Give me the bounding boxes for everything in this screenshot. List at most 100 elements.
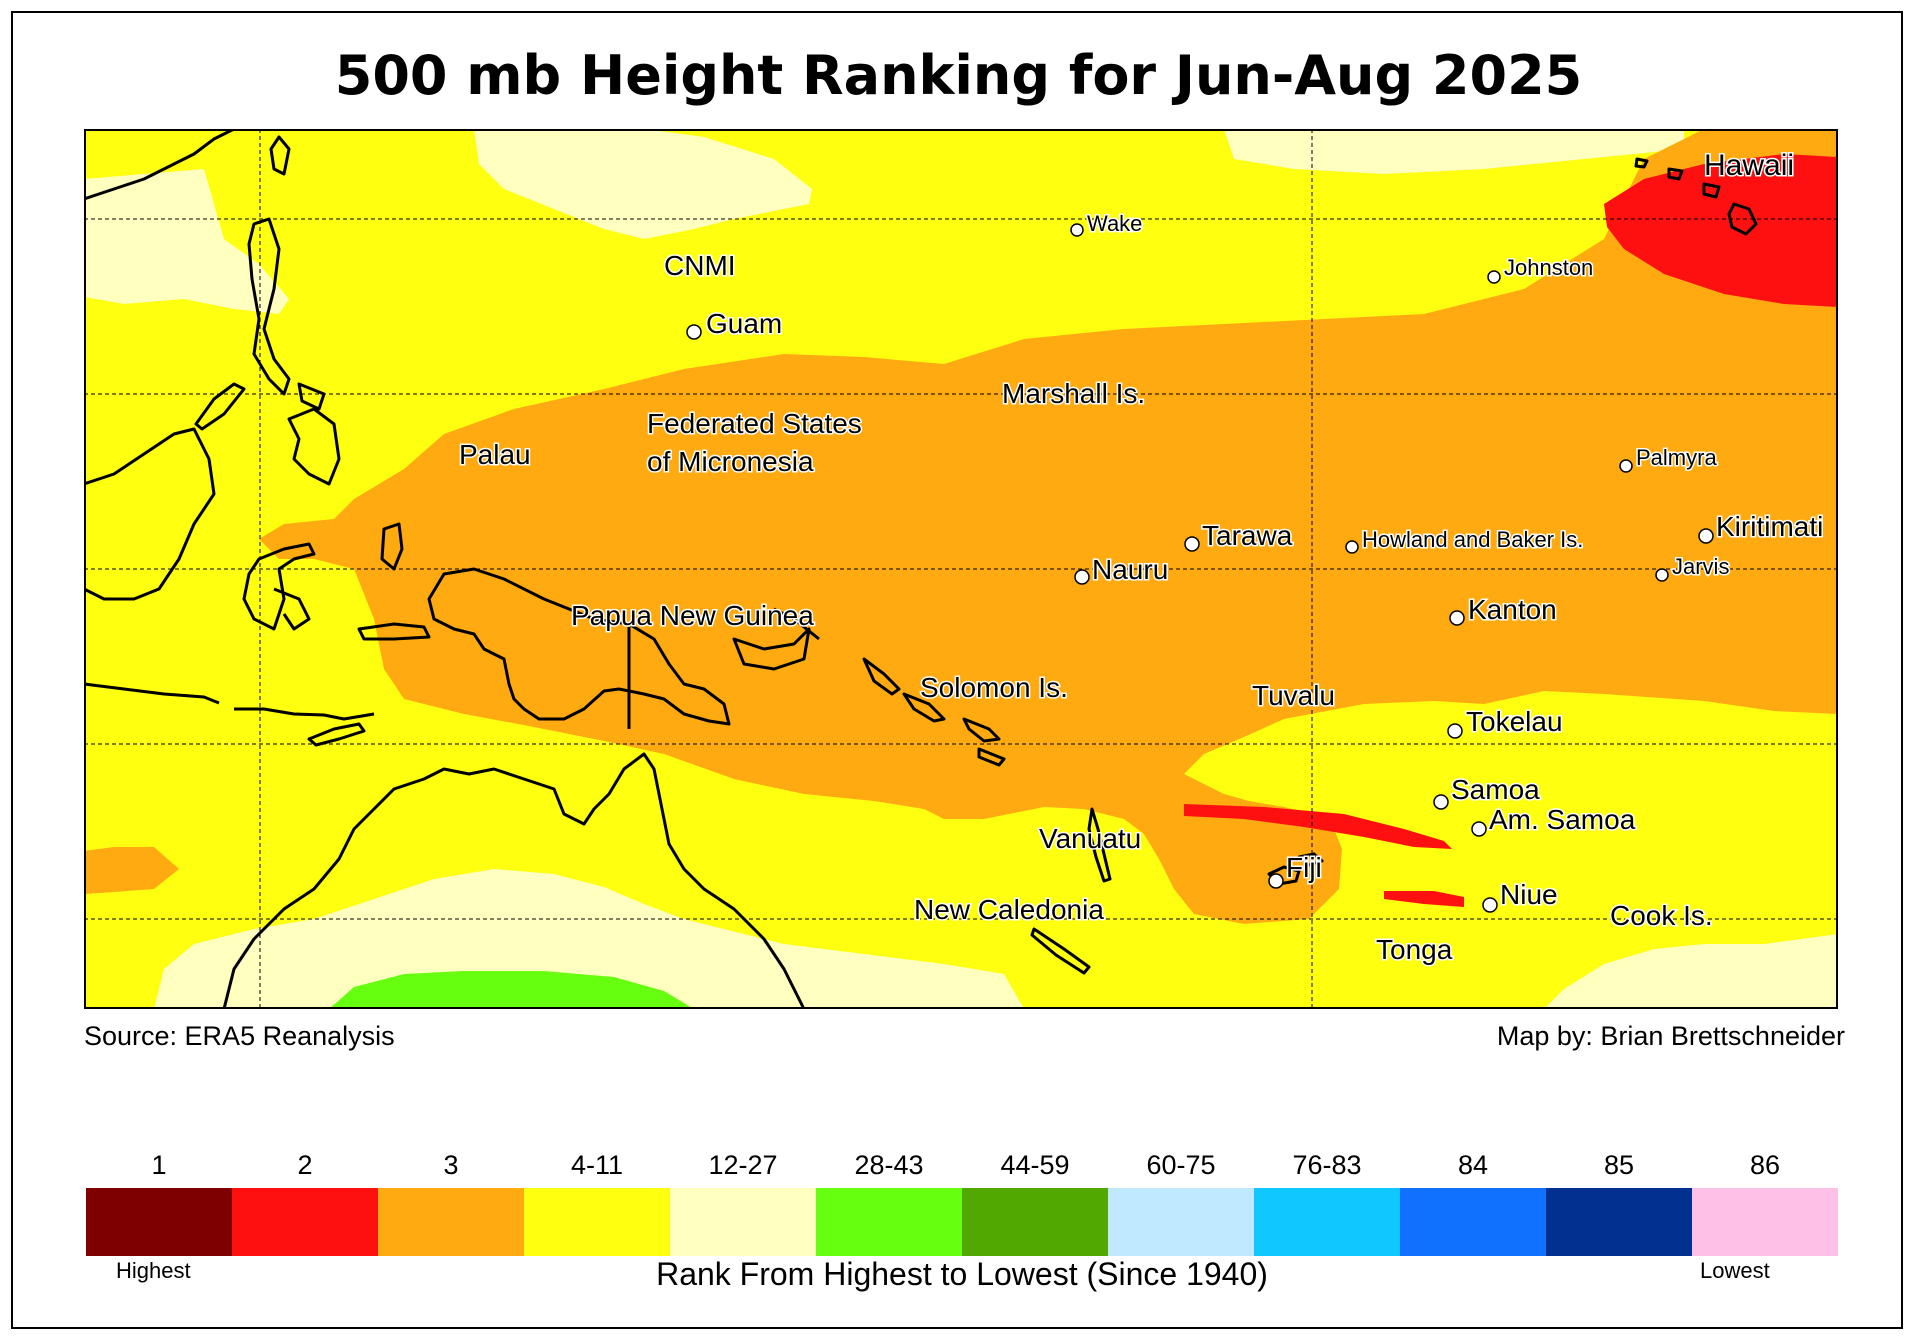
region-rank-12-27-nw bbox=[84, 169, 289, 314]
label-samoa: Samoa bbox=[1451, 774, 1540, 805]
label-niue: Niue bbox=[1500, 879, 1558, 910]
label-tarawa: Tarawa bbox=[1202, 520, 1293, 551]
label-am-samoa: Am. Samoa bbox=[1489, 804, 1636, 835]
coast-sulawesi bbox=[242, 542, 316, 631]
coast-sulawesi-arm bbox=[273, 587, 311, 631]
map-title: 500 mb Height Ranking for Jun-Aug 2025 bbox=[334, 44, 1583, 107]
legend-highest-label: Highest bbox=[116, 1258, 191, 1283]
coast-seram bbox=[357, 622, 431, 641]
coast-luzon bbox=[247, 217, 291, 396]
coast-palawan bbox=[194, 382, 246, 431]
coast-vanuatu bbox=[1087, 807, 1112, 883]
marker-kiritimati bbox=[1698, 528, 1714, 544]
region-rank-2-hawaii bbox=[1604, 154, 1838, 307]
coast-oahu bbox=[1667, 167, 1684, 181]
legend-swatch bbox=[378, 1188, 525, 1256]
coast-new-caledonia bbox=[1030, 927, 1091, 975]
label-marshall: Marshall Is. bbox=[1002, 378, 1145, 409]
legend-swatch bbox=[962, 1188, 1109, 1256]
region-rank-3-band bbox=[259, 129, 1838, 924]
region-rank-2-fiji-strip2 bbox=[1384, 891, 1464, 907]
label-nauru: Nauru bbox=[1092, 554, 1168, 585]
label-kanton: Kanton bbox=[1468, 594, 1557, 625]
coast-mindanao bbox=[287, 407, 341, 486]
region-rank-2-fiji-strip bbox=[1184, 804, 1452, 849]
marker-kanton bbox=[1449, 610, 1465, 626]
legend-swatch bbox=[232, 1188, 379, 1256]
label-fsm-line2: of Micronesia bbox=[647, 446, 814, 477]
label-howland: Howland and Baker Is. bbox=[1362, 527, 1583, 552]
coast-hawaii-big bbox=[1727, 202, 1758, 236]
marker-am-samoa bbox=[1471, 821, 1487, 837]
figure-frame bbox=[11, 11, 1903, 1329]
legend-swatch bbox=[1254, 1188, 1401, 1256]
label-hawaii: Hawaii bbox=[1704, 149, 1794, 182]
region-rank-12-27-se bbox=[1544, 934, 1838, 1009]
marker-tarawa bbox=[1184, 536, 1200, 552]
label-png: Papua New Guinea bbox=[571, 600, 814, 631]
station-markers bbox=[686, 223, 1714, 913]
coast-solomon-1 bbox=[862, 657, 901, 696]
marker-johnston bbox=[1487, 270, 1501, 284]
graticule bbox=[84, 129, 1838, 1009]
marker-howland bbox=[1345, 540, 1359, 554]
legend-swatch bbox=[670, 1188, 817, 1256]
credit-note: Map by: Brian Brettschneider bbox=[1496, 1021, 1845, 1051]
legend-swatch bbox=[1108, 1188, 1255, 1256]
legend-swatch bbox=[86, 1188, 233, 1256]
label-guam: Guam bbox=[706, 308, 782, 339]
legend-swatch bbox=[1692, 1188, 1839, 1256]
label-tuvalu: Tuvalu bbox=[1252, 680, 1335, 711]
coast-timor bbox=[307, 722, 366, 747]
label-tokelau: Tokelau bbox=[1466, 706, 1563, 737]
label-palau: Palau bbox=[459, 439, 531, 470]
legend-swatch bbox=[816, 1188, 963, 1256]
marker-jarvis bbox=[1655, 568, 1669, 582]
coast-new-ireland bbox=[773, 607, 820, 641]
region-rank-12-27-south bbox=[154, 869, 1024, 1009]
marker-nauru bbox=[1074, 569, 1090, 585]
coast-java bbox=[84, 682, 220, 705]
label-fsm-line1: Federated States bbox=[647, 408, 862, 439]
coast-sundas bbox=[234, 707, 375, 721]
coast-australia bbox=[222, 752, 806, 1009]
legend-class-label: 12-27 bbox=[708, 1150, 778, 1180]
coast-new-guinea bbox=[427, 567, 731, 726]
label-jarvis: Jarvis bbox=[1672, 554, 1729, 579]
label-tonga: Tonga bbox=[1376, 934, 1453, 965]
label-wake: Wake bbox=[1087, 211, 1142, 236]
map-labels: Hawaii Wake Johnston CNMI Guam Marshall … bbox=[458, 148, 1825, 967]
source-note: Source: ERA5 Reanalysis bbox=[84, 1021, 395, 1051]
legend-class-label: 44-59 bbox=[1000, 1150, 1070, 1180]
marker-palmyra bbox=[1619, 459, 1633, 473]
map-border bbox=[84, 129, 1838, 1009]
legend-swatch bbox=[1400, 1188, 1547, 1256]
coast-solomon-2 bbox=[902, 692, 946, 723]
legend-swatch bbox=[1546, 1188, 1693, 1256]
legend-class-label: 85 bbox=[1603, 1150, 1635, 1180]
legend-lowest-label: Lowest bbox=[1700, 1258, 1770, 1283]
region-rank-12-27-n-micronesia bbox=[474, 129, 812, 239]
coast-china bbox=[84, 129, 235, 201]
legend-class-label: 4-11 bbox=[570, 1150, 624, 1180]
region-rank-3-west bbox=[84, 847, 179, 894]
legend-class-label: 86 bbox=[1749, 1150, 1781, 1180]
marker-samoa bbox=[1433, 794, 1449, 810]
coast-taiwan bbox=[269, 135, 291, 176]
region-rank-28-43 bbox=[329, 971, 694, 1009]
coast-visayas bbox=[297, 382, 326, 411]
label-kiritimati: Kiritimati bbox=[1716, 511, 1823, 542]
marker-wake bbox=[1070, 223, 1084, 237]
marker-tokelau bbox=[1447, 723, 1463, 739]
label-vanuatu: Vanuatu bbox=[1039, 823, 1141, 854]
label-palmyra: Palmyra bbox=[1636, 445, 1717, 470]
legend-class-label: 84 bbox=[1457, 1150, 1489, 1180]
label-new-caledonia: New Caledonia bbox=[914, 894, 1104, 925]
label-johnston: Johnston bbox=[1504, 255, 1593, 280]
marker-fiji bbox=[1268, 873, 1284, 889]
label-fiji: Fiji bbox=[1286, 852, 1322, 883]
legend-class-label: 3 bbox=[443, 1150, 459, 1180]
coast-borneo bbox=[84, 427, 216, 601]
legend-class-label: 60-75 bbox=[1146, 1150, 1216, 1180]
coast-solomon-3 bbox=[962, 717, 1001, 743]
